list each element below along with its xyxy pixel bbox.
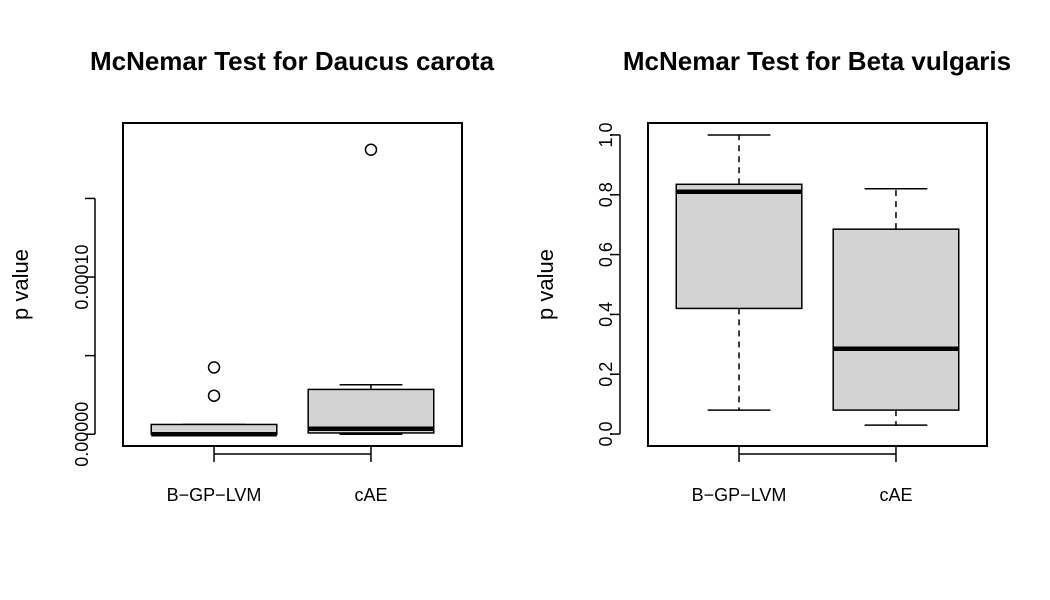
box-group: [832, 188, 960, 426]
x-tick-label: B−GP−LVM: [167, 485, 262, 505]
outlier-point: [364, 143, 378, 156]
y-tick-label: 0.00010: [72, 244, 92, 309]
x-tick-label: B−GP−LVM: [692, 485, 787, 505]
box: [675, 183, 803, 310]
y-tick-label: 0.00000: [72, 402, 92, 467]
box-group: [150, 361, 278, 437]
y-tick-label: 0.2: [596, 362, 616, 387]
chart-title: McNemar Test for Daucus carota: [90, 46, 495, 76]
outlier-point: [207, 361, 221, 374]
y-tick-label: 0.8: [596, 182, 616, 207]
x-tick-label: cAE: [879, 485, 912, 505]
plot-frame: [122, 122, 463, 447]
chart-title: McNemar Test for Beta vulgaris: [623, 46, 1011, 76]
chart-panel-beta-vulgaris: McNemar Test for Beta vulgaris p value 0.0…: [533, 46, 1011, 505]
box: [832, 228, 960, 411]
x-tick-label: cAE: [354, 485, 387, 505]
y-axis-label: p value: [533, 249, 558, 320]
y-tick-label: 0.6: [596, 242, 616, 267]
box-group: [675, 134, 803, 411]
box-group: [307, 143, 435, 435]
y-axis-label: p value: [8, 249, 33, 320]
plot-frame: [647, 122, 988, 447]
y-tick-label: 1.0: [596, 122, 616, 147]
box: [307, 388, 435, 434]
chart-panel-daucus-carota: McNemar Test for Daucus carota p value 0.0…: [8, 46, 495, 505]
outlier-point: [207, 389, 221, 402]
y-tick-label: 0.4: [596, 302, 616, 327]
y-tick-label: 0.0: [596, 422, 616, 447]
